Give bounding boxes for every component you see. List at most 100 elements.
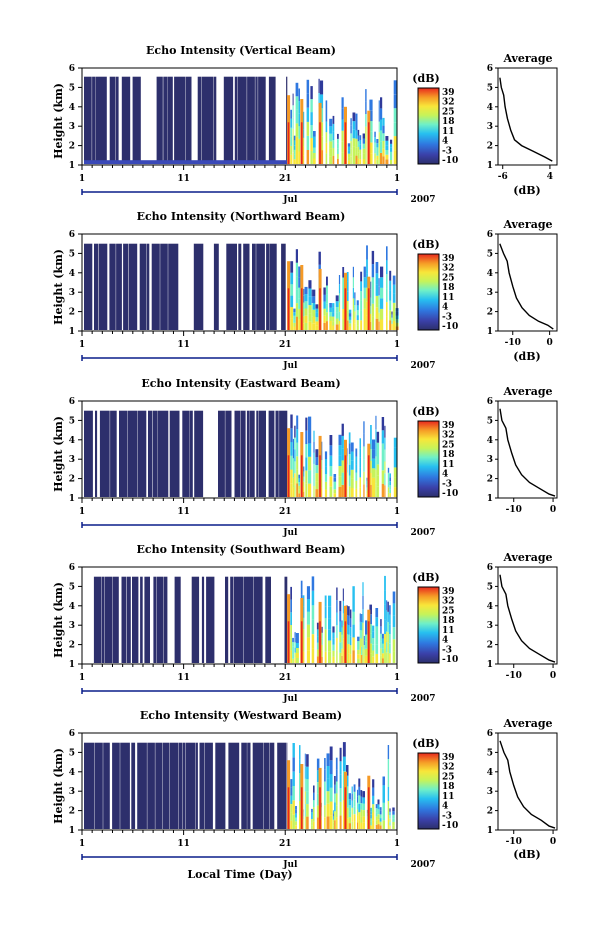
heatmap-cell: [295, 806, 297, 810]
heatmap-cell: [292, 468, 294, 478]
heatmap-cell: [326, 778, 330, 792]
heatmap-cell: [384, 604, 386, 620]
heatmap-cell: [375, 824, 378, 829]
heatmap-cell: [295, 109, 299, 124]
heatmap-cell: [359, 140, 362, 145]
heatmap-cell: [377, 804, 380, 810]
heatmap-cell: [316, 622, 320, 630]
heatmap-cell: [341, 472, 344, 485]
average-x-tick-label: 0: [546, 338, 552, 348]
heatmap-cell: [352, 599, 355, 612]
heatmap-cell: [365, 648, 368, 656]
average-profile: 1 2 3 4 5 6 -6 4: [487, 64, 558, 182]
heatmap-cell: [387, 801, 390, 815]
heatmap-cell: [308, 321, 312, 330]
colorbar-tick-label: 11: [442, 460, 455, 470]
heatmap-cell: [290, 307, 294, 319]
heatmap-cell: [295, 262, 298, 277]
heatmap-cell: [324, 651, 327, 664]
heatmap-cell: [369, 807, 372, 812]
heatmap-cell: [358, 795, 361, 804]
heatmap-cell: [296, 469, 299, 484]
y-tick-label: 4: [69, 269, 75, 279]
heatmap-cell: [325, 153, 328, 164]
heatmap-cell: [384, 590, 386, 605]
heatmap-cell: [382, 820, 385, 830]
heatmap-cell: [390, 147, 393, 152]
heatmap-cell: [392, 293, 396, 303]
heatmap-cell: [284, 576, 288, 663]
month-label: Jul: [282, 361, 298, 371]
heatmap-cell: [381, 417, 385, 431]
heatmap-cell: [338, 486, 342, 498]
heatmap-cell: [246, 410, 250, 497]
heatmap-cell: [298, 277, 301, 288]
heatmap-cell: [290, 261, 294, 273]
y-tick-label: 5: [69, 748, 75, 758]
heatmap-cell: [369, 825, 372, 829]
heatmap-cell: [377, 814, 380, 820]
colorbar-tick-label: 32: [442, 597, 455, 607]
heatmap-cell: [329, 141, 333, 149]
heatmap-cell: [256, 410, 259, 497]
heatmap-cell: [333, 474, 337, 478]
heatmap-cell: [350, 148, 352, 157]
average-x-tick-label: 0: [550, 505, 556, 515]
heatmap-cell: [380, 641, 382, 649]
heatmap-cell: [323, 315, 326, 323]
heatmap-cell: [371, 303, 375, 317]
heatmap-cell: [362, 595, 364, 610]
heatmap-cell: [329, 466, 333, 477]
heatmap-cell: [362, 609, 364, 623]
colorbar-tick-label: -3: [442, 312, 452, 322]
heatmap-cell: [94, 243, 99, 330]
average-x-tick-label: -10: [506, 505, 522, 515]
heatmap-cell: [299, 801, 301, 815]
heatmap-cell: [311, 316, 313, 324]
heatmap-cell: [358, 812, 361, 821]
heatmap-cell: [348, 799, 351, 806]
heatmap-cell: [329, 760, 333, 775]
heatmap-cell: [346, 797, 349, 808]
heatmap-cell: [306, 107, 310, 122]
heatmap-cell: [382, 117, 385, 126]
x-tick-label: 1: [394, 839, 400, 849]
heatmap-cell: [298, 493, 300, 497]
heatmap-cell: [359, 621, 361, 630]
heatmap-cell: [298, 485, 300, 490]
heatmap-cell: [342, 267, 345, 278]
heatmap-cell: [363, 433, 365, 447]
heatmap-cell: [362, 158, 365, 164]
heatmap-cell: [387, 487, 390, 493]
y-tick-label: 2: [69, 641, 75, 651]
heatmap-cell: [358, 787, 361, 796]
heatmap-cell: [365, 641, 368, 649]
heatmap-cell: [359, 448, 361, 458]
heatmap-cell: [84, 160, 288, 165]
heatmap-cell: [392, 639, 396, 652]
heatmap-cell: [355, 472, 358, 481]
heatmap-cell: [319, 621, 321, 663]
heatmap-cell: [354, 311, 356, 318]
heatmap-cell: [292, 757, 295, 772]
average-profile-line: [499, 574, 556, 663]
average-y-tick-label: 1: [487, 494, 493, 504]
heatmap-cell: [381, 638, 384, 644]
heatmap-cell: [324, 466, 328, 475]
heatmap-cell: [247, 76, 255, 164]
heatmap-cell: [352, 287, 354, 299]
heatmap-cell: [243, 576, 254, 663]
heatmap-cell: [306, 766, 309, 780]
y-axis-label: Height (km): [52, 83, 65, 159]
heatmap-cell: [298, 88, 300, 102]
average-title: Average: [502, 717, 552, 730]
heatmap-cell: [342, 298, 345, 309]
average-y-tick-label: 6: [487, 397, 493, 407]
heatmap-cell: [334, 776, 336, 785]
heatmap-cell: [392, 814, 395, 819]
heatmap-cell: [386, 246, 388, 261]
heatmap-cell: [382, 776, 385, 786]
heatmap-cell: [350, 156, 352, 164]
heatmap-cell: [241, 742, 247, 829]
